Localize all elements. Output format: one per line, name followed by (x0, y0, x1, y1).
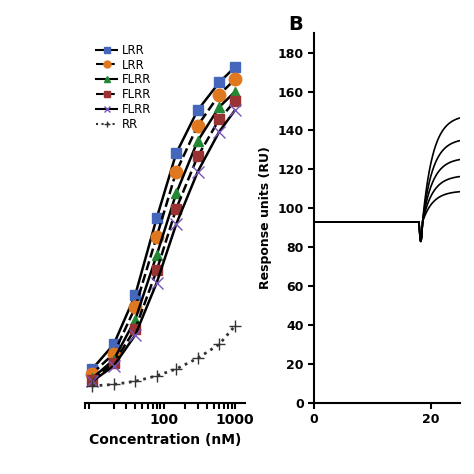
Y-axis label: Response units (RU): Response units (RU) (259, 146, 272, 290)
X-axis label: Concentration (nM): Concentration (nM) (89, 433, 242, 447)
Legend: LRR, LRR, FLRR, FLRR, FLRR, RR: LRR, LRR, FLRR, FLRR, FLRR, RR (91, 39, 156, 136)
Text: B: B (288, 15, 303, 34)
